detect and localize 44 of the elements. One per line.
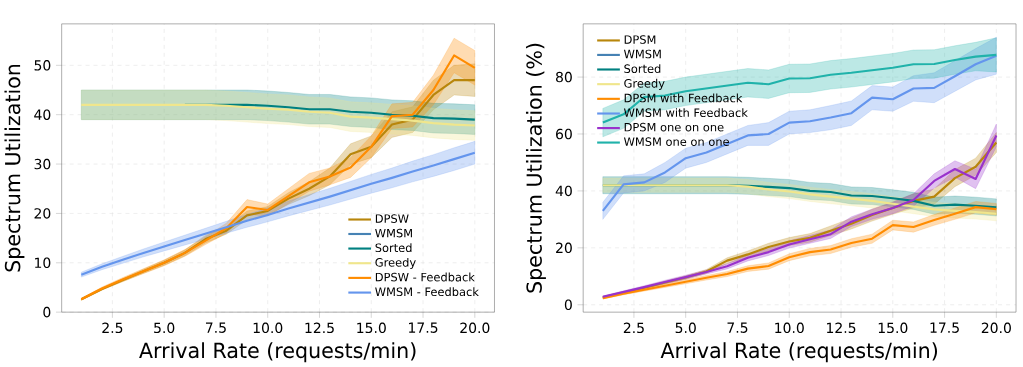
y-tick-label: 80 bbox=[555, 72, 572, 83]
y-tick-label: 50 bbox=[34, 60, 51, 71]
y-tick-label: 30 bbox=[34, 158, 51, 170]
x-tick-label: 7.5 bbox=[727, 322, 748, 334]
x-tick-label: 15.0 bbox=[357, 322, 386, 334]
x-tick-label: 20.0 bbox=[460, 322, 490, 334]
x-tick-label: 12.5 bbox=[305, 322, 334, 334]
x-tick-label: 12.5 bbox=[827, 322, 856, 334]
y-tick-label: 10 bbox=[35, 257, 51, 269]
x-axis-title: Arrival Rate (requests/min) bbox=[139, 342, 416, 363]
x-tick-label: 20.0 bbox=[981, 322, 1011, 334]
y-tick-label: 40 bbox=[34, 109, 51, 121]
y-axis-title: Spectrum Utilization (%) bbox=[525, 44, 546, 293]
legend-label: WMSM bbox=[375, 228, 412, 238]
x-tick-label: 10.0 bbox=[775, 322, 804, 334]
legend-label: DPSM bbox=[624, 35, 656, 45]
y-tick-label: 20 bbox=[556, 242, 572, 254]
legend-label: DPSM one on one bbox=[624, 123, 724, 132]
x-axis-title: Arrival Rate (requests/min) bbox=[660, 342, 938, 363]
y-axis-title: Spectrum Utilization bbox=[4, 65, 25, 272]
x-tick-label: 17.5 bbox=[409, 322, 438, 334]
x-tick-label: 7.5 bbox=[205, 322, 226, 334]
x-tick-label: 5.0 bbox=[154, 322, 175, 334]
legend-label: WMSM - Feedback bbox=[375, 287, 479, 297]
legend-label: DPSW - Feedback bbox=[375, 272, 475, 282]
x-tick-label: 2.5 bbox=[623, 322, 644, 334]
y-tick-label: 40 bbox=[555, 185, 572, 197]
legend-label: Sorted bbox=[624, 64, 661, 74]
legend-label: Greedy bbox=[624, 79, 665, 91]
y-tick-label: 20 bbox=[34, 208, 51, 219]
legend-label: WMSM bbox=[623, 49, 661, 59]
legend-label: WMSM with Feedback bbox=[623, 108, 748, 118]
x-tick-label: 10.0 bbox=[253, 322, 283, 334]
y-tick-label: 0 bbox=[564, 299, 572, 311]
x-tick-label: 5.0 bbox=[675, 322, 696, 334]
x-tick-label: 2.5 bbox=[102, 322, 123, 334]
x-tick-label: 17.5 bbox=[930, 322, 959, 334]
y-tick-label: 60 bbox=[556, 128, 572, 140]
legend-label: Greedy bbox=[375, 258, 416, 270]
legend-label: Sorted bbox=[375, 243, 412, 253]
legend-label: WMSM one on one bbox=[623, 137, 729, 147]
legend-label: DPSW bbox=[375, 214, 409, 224]
y-tick-label: 0 bbox=[43, 307, 51, 318]
x-tick-label: 15.0 bbox=[878, 322, 908, 334]
